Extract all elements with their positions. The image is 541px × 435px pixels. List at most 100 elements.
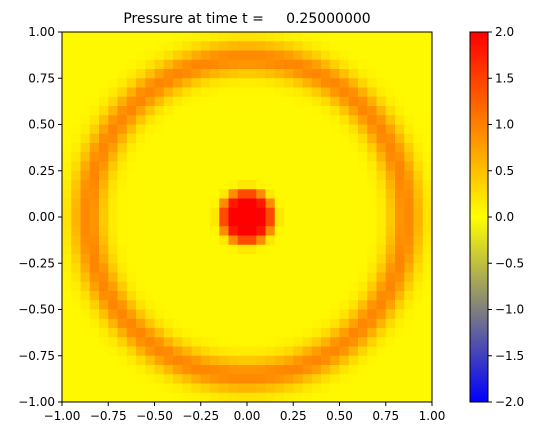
heatmap-cell [62,180,72,190]
heatmap-cell [311,392,322,402]
heatmap-cell [200,309,211,320]
heatmap-cell [422,96,432,107]
heatmap-cell [330,244,340,255]
heatmap-cell [395,50,405,61]
colorbar-tick-label: 0.5 [495,164,514,178]
heatmap-cell [99,198,109,209]
heatmap-cell [126,281,137,292]
heatmap-cell [367,272,377,283]
heatmap-cell [339,272,350,283]
heatmap-cell [274,106,285,116]
heatmap-cell [311,365,322,375]
x-tick-label: −0.25 [182,409,219,423]
heatmap-cell [145,365,155,375]
heatmap-cell [89,96,100,107]
heatmap-cell [256,170,266,181]
heatmap-cell [191,263,202,273]
heatmap-cell [367,69,377,79]
heatmap-cell [80,32,91,42]
heatmap-cell [136,87,146,98]
heatmap-cell [182,161,192,172]
heatmap-cell [385,383,396,394]
heatmap-cell [108,281,118,292]
heatmap-cell [191,41,202,51]
heatmap-cell [117,207,128,218]
heatmap-cell [256,69,266,79]
heatmap-cell [395,143,405,153]
heatmap-cell [348,161,359,172]
heatmap-cell [182,254,192,264]
heatmap-cell [126,235,137,246]
heatmap-cell [182,180,192,190]
heatmap-cell [108,69,118,79]
heatmap-cell [237,189,248,199]
heatmap-cell [404,272,414,283]
heatmap-cell [358,59,368,70]
heatmap-cell [247,189,257,199]
heatmap-cell [99,291,109,301]
heatmap-cell [422,355,432,366]
heatmap-cell [80,106,91,116]
heatmap-cell [413,50,424,61]
heatmap-cell [395,291,405,301]
heatmap-cell [376,337,387,347]
heatmap-cell [219,207,229,218]
heatmap-cell [163,198,174,209]
heatmap-cell [256,143,266,153]
heatmap-cell [385,328,396,338]
heatmap-cell [367,392,377,402]
heatmap-cell [265,78,276,88]
heatmap-cell [265,189,276,199]
heatmap-cell [302,254,313,264]
heatmap-cell [219,78,229,88]
heatmap-cell [173,291,183,301]
heatmap-cell [191,198,202,209]
heatmap-cell [163,254,174,264]
heatmap-cell [89,309,100,320]
heatmap-cell [117,78,128,88]
heatmap-cell [117,217,128,227]
heatmap-cell [173,32,183,42]
heatmap-cell [348,346,359,357]
heatmap-cell [302,328,313,338]
heatmap-cell [302,291,313,301]
heatmap-cell [136,96,146,107]
colorbar-tick-label: −2.0 [495,395,524,409]
heatmap-cell [422,346,432,357]
heatmap-cell [200,217,211,227]
heatmap-cell [348,226,359,236]
heatmap-cell [422,244,432,255]
heatmap-cell [413,198,424,209]
heatmap-cell [339,328,350,338]
heatmap-cell [210,337,220,347]
heatmap-cell [200,365,211,375]
heatmap-cell [126,133,137,144]
heatmap-cell [339,244,350,255]
heatmap-cell [321,124,331,135]
heatmap-cell [136,328,146,338]
heatmap-cell [80,226,91,236]
heatmap-cell [182,207,192,218]
heatmap-cell [376,217,387,227]
heatmap-cell [210,41,220,51]
heatmap-cell [108,32,118,42]
heatmap-cell [173,309,183,320]
y-tick-label: −1.00 [18,395,55,409]
heatmap-cell [339,291,350,301]
heatmap-cell [413,263,424,273]
heatmap-cell [62,281,72,292]
heatmap-cell [367,217,377,227]
heatmap-cell [358,170,368,181]
heatmap-cell [321,78,331,88]
heatmap-cell [413,291,424,301]
heatmap-cell [339,106,350,116]
heatmap-cell [265,161,276,172]
heatmap-cell [413,355,424,366]
heatmap-cell [126,346,137,357]
heatmap-cell [154,263,165,273]
heatmap-cell [136,152,146,162]
heatmap-cell [163,309,174,320]
heatmap-cell [126,254,137,264]
heatmap-cell [62,226,72,236]
heatmap-cell [330,124,340,135]
